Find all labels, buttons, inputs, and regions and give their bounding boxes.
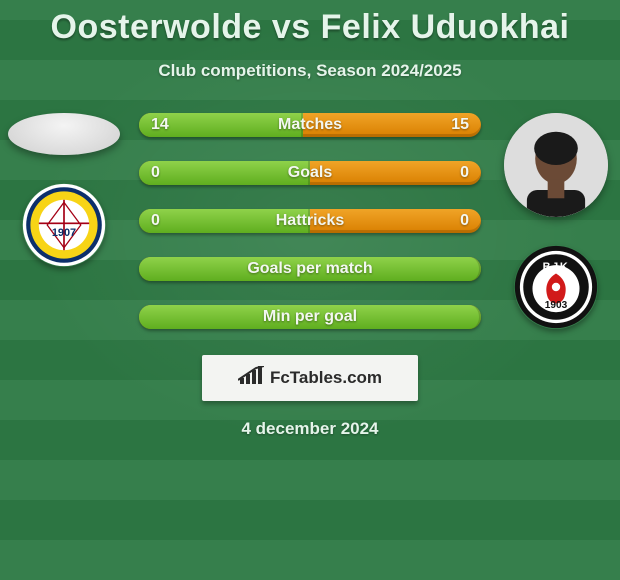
comparison-content: 1907	[0, 113, 620, 439]
chart-icon	[238, 366, 264, 391]
right-club-year: 1903	[545, 300, 568, 311]
svg-text:BJK: BJK	[543, 261, 570, 273]
stat-bar: Min per goal	[139, 305, 481, 329]
right-player-avatar	[504, 113, 608, 217]
left-player-avatar	[8, 113, 120, 155]
left-club-year: 1907	[52, 227, 76, 239]
stat-label: Goals	[139, 161, 481, 185]
stat-bar: 0 Hattricks 0	[139, 209, 481, 233]
stat-bar: Goals per match	[139, 257, 481, 281]
stat-label: Min per goal	[139, 305, 481, 329]
stats-bars: 14 Matches 15 0 Goals 0 0 Hattricks 0 Go…	[139, 113, 481, 329]
stat-bar: 14 Matches 15	[139, 113, 481, 137]
branding-text: FcTables.com	[270, 368, 382, 388]
stat-label: Goals per match	[139, 257, 481, 281]
snapshot-date: 4 december 2024	[0, 419, 620, 439]
stat-label: Matches	[139, 113, 481, 137]
page-title: Oosterwolde vs Felix Uduokhai	[0, 0, 620, 47]
right-club-logo: BJK 1903	[514, 245, 598, 329]
stat-bar: 0 Goals 0	[139, 161, 481, 185]
branding-badge: FcTables.com	[202, 355, 418, 401]
left-club-logo: 1907	[22, 183, 106, 267]
stat-right-value: 0	[460, 209, 469, 233]
stat-right-value: 0	[460, 161, 469, 185]
stat-right-value: 15	[451, 113, 469, 137]
stat-label: Hattricks	[139, 209, 481, 233]
subtitle: Club competitions, Season 2024/2025	[0, 61, 620, 81]
left-player-column: 1907	[4, 113, 124, 267]
right-player-column: BJK 1903	[496, 113, 616, 329]
